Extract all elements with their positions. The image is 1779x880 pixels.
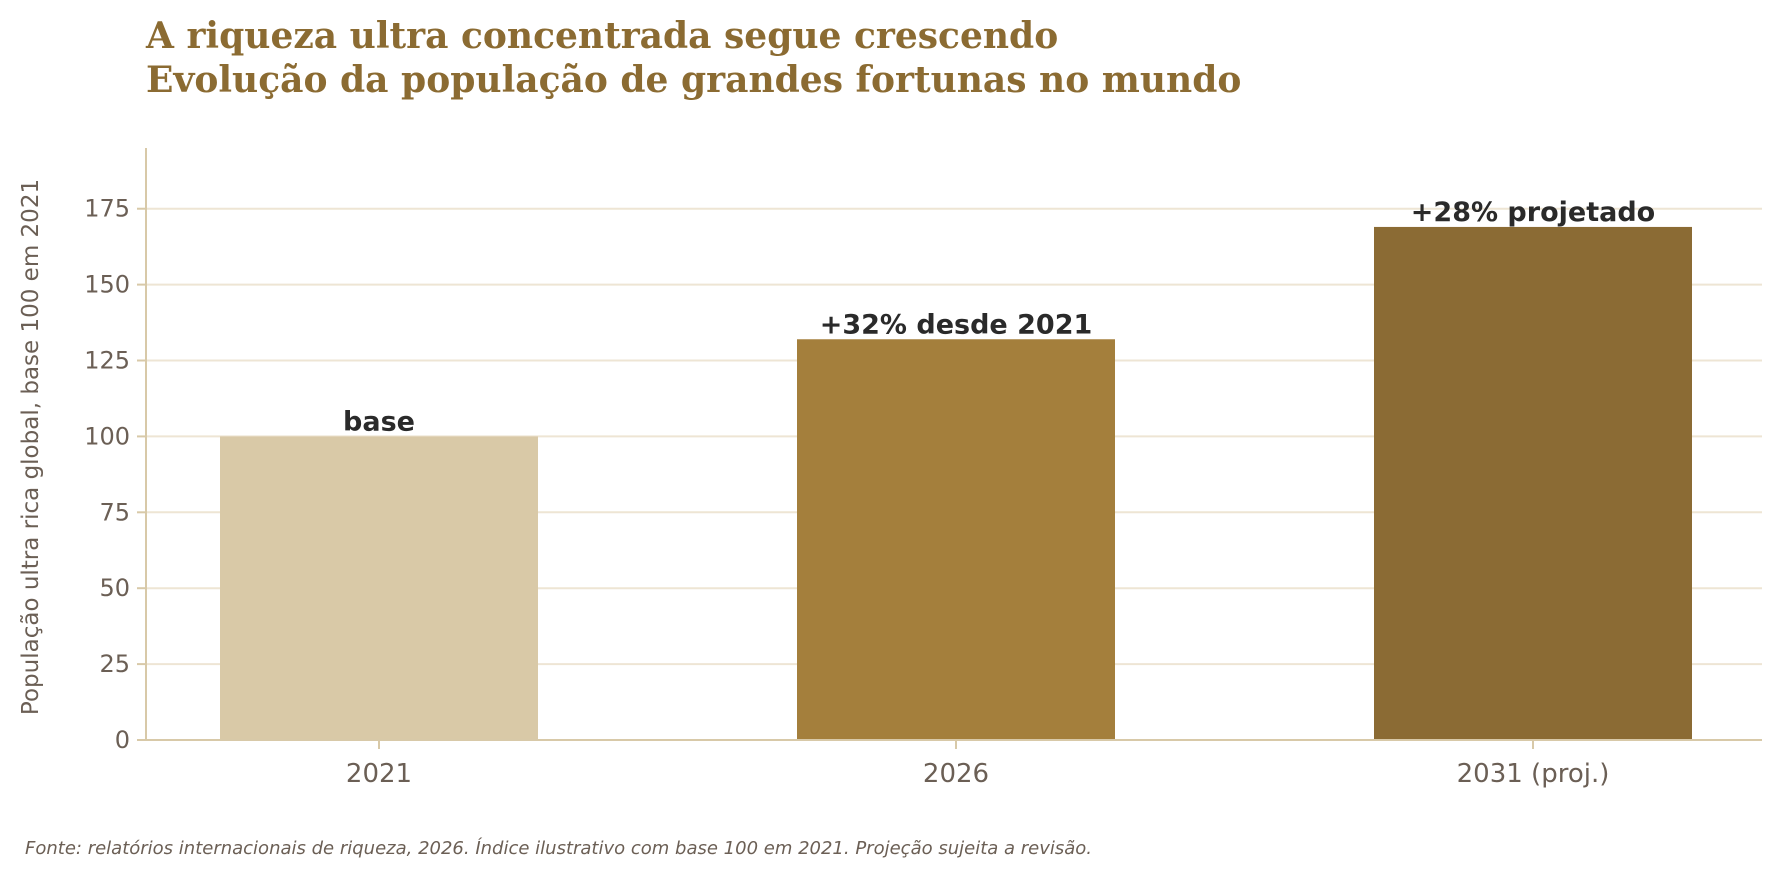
bar (797, 339, 1115, 740)
source-note: Fonte: relatórios internacionais de riqu… (25, 838, 1093, 859)
bars (220, 226, 1692, 740)
chart-title-line-1: A riqueza ultra concentrada segue cresce… (146, 15, 1059, 57)
data-labels: base +32% desde 2021 +28% projetado (343, 197, 1655, 437)
y-tick-label: 175 (84, 195, 130, 223)
x-tick-label: 2021 (346, 759, 412, 789)
y-tick-label: 100 (84, 422, 130, 450)
y-tick-label: 0 (115, 726, 130, 754)
data-label: base (343, 406, 415, 437)
y-tick-label: 25 (99, 650, 130, 678)
x-tick-label: 2031 (proj.) (1457, 759, 1610, 789)
y-tick-label: 75 (99, 498, 130, 526)
y-axis-label: População ultra rica global, base 100 em… (18, 179, 44, 715)
bar (220, 436, 538, 740)
axes: 0 25 50 75 100 125 150 175 2021 2026 2031 (proj.) (84, 148, 1762, 789)
chart-title: A riqueza ultra concentrada segue cresce… (146, 14, 1241, 102)
data-label: +32% desde 2021 (820, 309, 1093, 340)
y-tick-label: 125 (84, 347, 130, 375)
bar (1374, 226, 1692, 740)
chart-subtitle-line-2: Evolução da população de grandes fortuna… (146, 59, 1242, 101)
x-tick-label: 2026 (923, 759, 989, 789)
data-label: +28% projetado (1411, 197, 1655, 228)
y-tick-label: 150 (84, 271, 130, 299)
y-tick-label: 50 (99, 574, 130, 602)
